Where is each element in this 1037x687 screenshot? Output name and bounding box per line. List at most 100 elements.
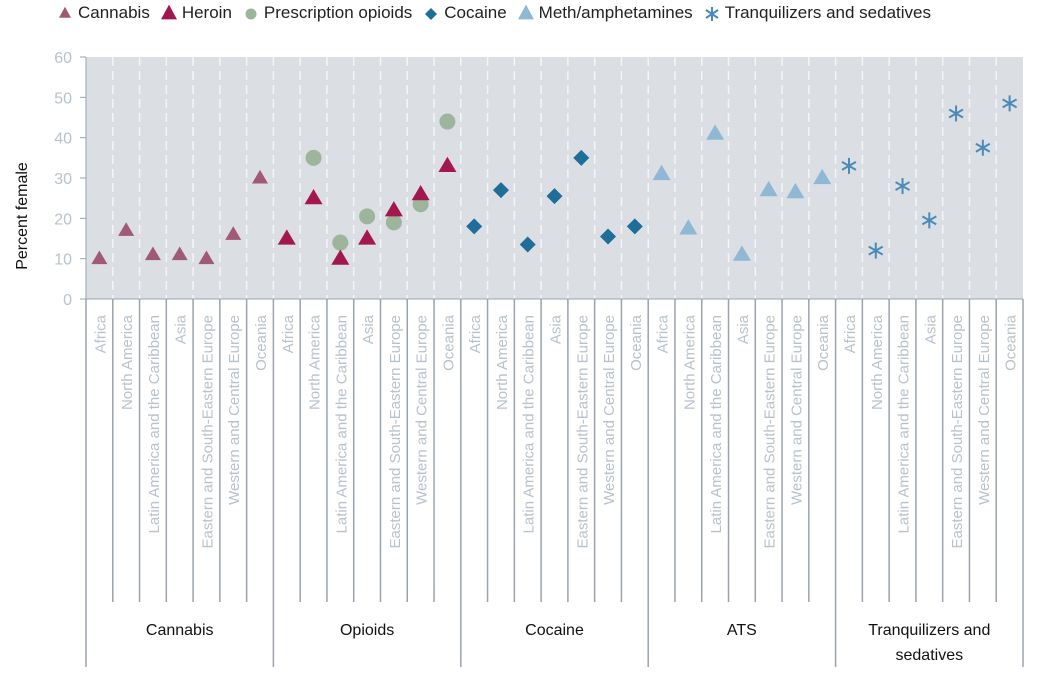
data-point-meth-amphetamines [813, 168, 832, 185]
data-point-tranquilizers-and-sedatives [948, 105, 964, 122]
data-point-tranquilizers-and-sedatives [868, 242, 884, 259]
legend-marker-icon [425, 8, 438, 20]
data-point-heroin [304, 188, 323, 205]
x-tick-label: North America [119, 314, 136, 410]
legend-label: Cocaine [444, 3, 507, 22]
x-tick-label: Asia [922, 314, 939, 344]
x-tick-label: Africa [655, 314, 672, 353]
x-tick-label: Western and Central Europe [788, 315, 805, 505]
x-tick-label: North America [869, 314, 886, 410]
group-label: Cannabis [146, 622, 214, 639]
legend-item: Prescription opioids [242, 3, 412, 23]
legend-label: Cannabis [78, 3, 150, 22]
x-tick-label: North America [494, 314, 511, 410]
data-point-cocaine [600, 228, 617, 245]
data-point-meth-amphetamines [679, 219, 698, 235]
data-point-cannabis [198, 250, 215, 265]
data-point-heroin [358, 229, 377, 245]
group-label: sedatives [896, 647, 964, 664]
data-point-cannabis [118, 222, 135, 236]
x-tick-label: Asia [360, 314, 377, 344]
data-point-meth-amphetamines [706, 124, 725, 140]
y-tick-label: 0 [63, 292, 72, 309]
data-point-tranquilizers-and-sedatives [841, 157, 857, 174]
x-tick-label: Western and Central Europe [601, 315, 618, 505]
group-label: Tranquilizers and [868, 622, 990, 639]
y-tick-label: 30 [54, 171, 72, 188]
data-point-cocaine [626, 218, 643, 235]
data-point-cannabis [171, 246, 188, 261]
x-tick-label: Latin America and the Caribbean [896, 315, 913, 533]
group-label: Cocaine [525, 622, 584, 639]
x-tick-label: Latin America and the Caribbean [521, 315, 538, 533]
legend-item: Cocaine [422, 3, 507, 23]
x-tick-label: Latin America and the Caribbean [708, 315, 725, 533]
x-tick-label: Eastern and South-Eastern Europe [949, 315, 966, 548]
x-tick-label: Africa [92, 314, 109, 353]
data-point-prescription-opioids [385, 214, 402, 231]
y-tick-label: 20 [54, 211, 72, 228]
x-tick-label: Africa [842, 314, 859, 353]
plot-area [86, 57, 1023, 299]
data-point-prescription-opioids [332, 234, 349, 251]
group-label: ATS [727, 622, 757, 639]
legend-item: Heroin [160, 3, 232, 23]
x-tick-label: Africa [280, 314, 297, 353]
x-tick-label: Eastern and South-Eastern Europe [199, 315, 216, 548]
x-tick-label: Eastern and South-Eastern Europe [387, 315, 404, 548]
legend-item: Tranquilizers and sedatives [703, 3, 931, 23]
data-point-cocaine [492, 182, 509, 199]
data-point-meth-amphetamines [759, 180, 778, 197]
x-tick-label: Eastern and South-Eastern Europe [762, 315, 779, 548]
data-point-cannabis [225, 226, 242, 240]
x-tick-label: Oceania [628, 314, 645, 371]
y-tick-label: 50 [54, 90, 72, 107]
data-point-meth-amphetamines [786, 182, 805, 199]
data-point-tranquilizers-and-sedatives [975, 139, 991, 156]
x-tick-label: Oceania [1003, 314, 1020, 371]
data-point-heroin [438, 156, 457, 173]
x-tick-label: Western and Central Europe [226, 315, 243, 505]
data-point-cannabis [91, 250, 108, 265]
x-tick-label: Oceania [815, 314, 832, 371]
data-point-cocaine [546, 188, 563, 205]
data-point-tranquilizers-and-sedatives [895, 178, 910, 195]
y-tick-label: 10 [54, 252, 72, 269]
data-point-heroin [331, 249, 350, 265]
data-point-tranquilizers-and-sedatives [921, 212, 937, 229]
data-point-cocaine [466, 218, 483, 235]
x-tick-label: Oceania [253, 314, 270, 371]
data-point-prescription-opioids [439, 113, 456, 130]
x-tick-label: Latin America and the Caribbean [333, 315, 350, 533]
legend-marker-icon [705, 7, 719, 21]
data-point-tranquilizers-and-sedatives [1002, 95, 1018, 112]
y-tick-label: 40 [54, 131, 72, 148]
x-tick-label: Asia [548, 314, 565, 344]
legend-marker-icon [160, 4, 177, 20]
x-tick-label: Latin America and the Caribbean [146, 315, 163, 533]
legend-item: Cannabis [56, 3, 150, 23]
x-tick-label: Oceania [440, 314, 457, 371]
x-tick-label: North America [681, 314, 698, 410]
x-tick-label: Asia [735, 314, 752, 344]
data-point-heroin [384, 201, 403, 217]
y-axis-title: Percent female [14, 162, 31, 270]
data-point-prescription-opioids [305, 149, 322, 166]
x-tick-label: Western and Central Europe [414, 315, 431, 505]
x-tick-label: Eastern and South-Eastern Europe [574, 315, 591, 548]
legend-marker-icon [59, 6, 71, 18]
legend-marker-icon [517, 4, 534, 20]
legend-label: Tranquilizers and sedatives [724, 3, 931, 22]
x-tick-label: Africa [467, 314, 484, 353]
data-point-cannabis [144, 246, 161, 261]
legend-marker-icon [245, 8, 257, 20]
data-point-cocaine [519, 236, 536, 253]
data-point-heroin [411, 184, 430, 201]
x-tick-label: North America [307, 314, 324, 410]
data-point-cannabis [252, 169, 269, 184]
data-point-meth-amphetamines [652, 164, 671, 181]
x-tick-label: Asia [173, 314, 190, 344]
y-tick-label: 60 [54, 50, 72, 67]
data-point-cocaine [573, 149, 590, 166]
